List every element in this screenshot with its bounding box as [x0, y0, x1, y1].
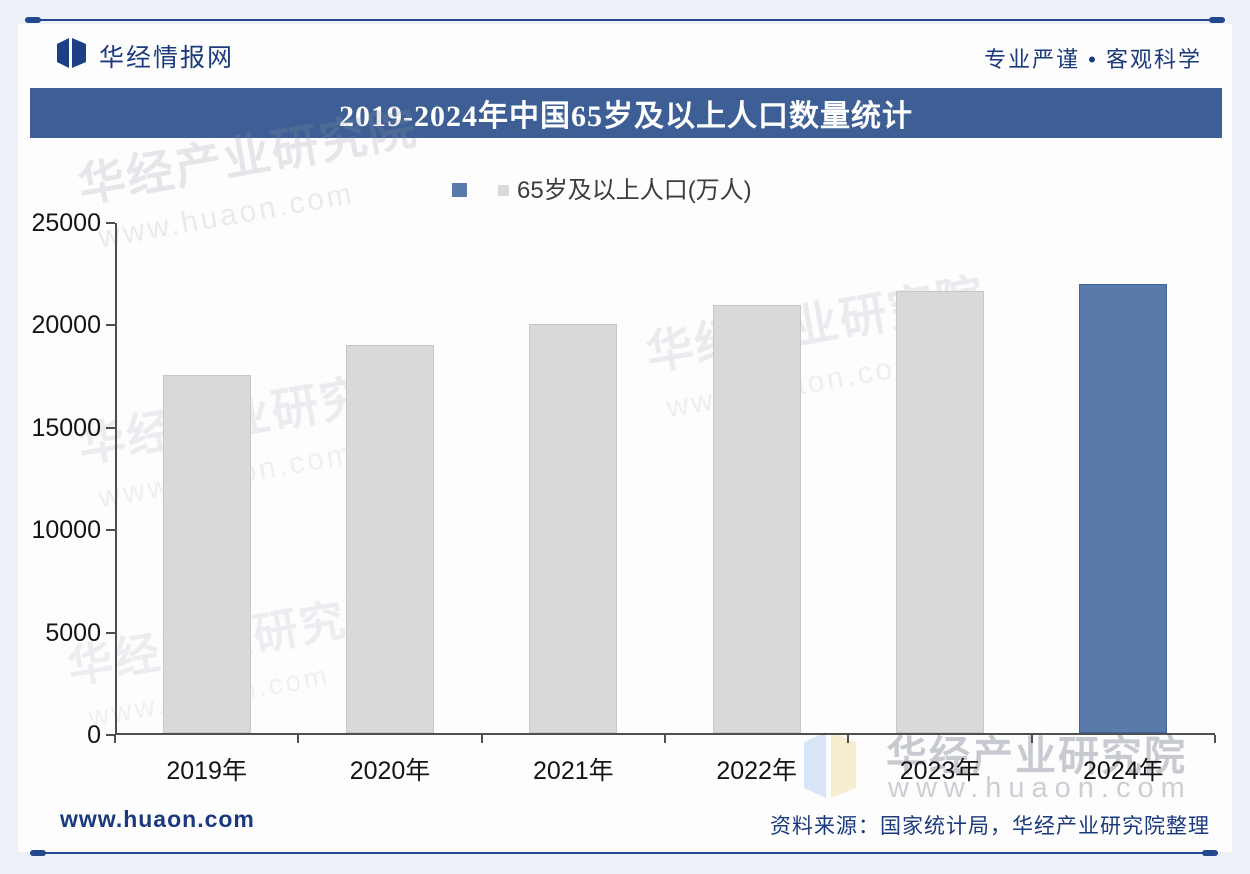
x-axis-label: 2020年: [349, 757, 431, 785]
y-axis-tick: [106, 734, 115, 736]
bottom-rule-left-cap: [30, 850, 46, 856]
legend-swatch-secondary: [498, 185, 509, 196]
x-axis-label: 2021年: [533, 757, 614, 785]
y-axis-label: 25000: [31, 209, 101, 237]
top-rule-right-cap: [1209, 17, 1225, 23]
x-axis-tick: [847, 735, 850, 743]
chart-title-bar: 2019-2024年中国65岁及以上人口数量统计: [30, 88, 1222, 138]
x-axis-tick: [1214, 735, 1216, 743]
x-axis-label: 2024年: [1083, 757, 1164, 785]
bottom-rule: [30, 852, 1218, 854]
legend-label: 65岁及以上人口(万人): [517, 177, 752, 204]
footer-data-source: 资料来源：国家统计局，华经产业研究院整理: [770, 815, 1210, 838]
header-tagline: 专业严谨 • 客观科学: [984, 47, 1202, 72]
x-axis-label: 2022年: [716, 757, 797, 785]
x-axis-tick: [664, 735, 666, 743]
y-axis: [115, 223, 117, 735]
chart-title: 2019-2024年中国65岁及以上人口数量统计: [339, 100, 913, 133]
bar-2019年: [162, 374, 251, 733]
x-axis-tick: [114, 735, 116, 743]
bar-2022年: [712, 305, 801, 733]
x-axis-label: 2019年: [166, 757, 247, 785]
y-axis-label: 10000: [31, 516, 101, 545]
bar-2023年: [896, 291, 984, 733]
bar-2024年: [1079, 283, 1168, 733]
bar-2020年: [346, 344, 434, 733]
legend-swatch-primary: [452, 182, 467, 197]
brand: 华经情报网: [55, 36, 234, 75]
x-axis-tick: [297, 735, 300, 743]
legend: 65岁及以上人口(万人): [452, 170, 752, 205]
x-axis-label: 2023年: [899, 757, 981, 785]
y-axis-label: 5000: [45, 618, 101, 647]
x-axis-tick: [480, 735, 483, 743]
y-axis-tick: [106, 529, 115, 532]
y-axis-label: 15000: [31, 413, 101, 442]
top-rule-left-cap: [25, 17, 41, 23]
y-axis-tick: [106, 222, 115, 224]
footer-site-url: www.huaon.com: [60, 806, 255, 832]
x-axis: [115, 733, 1215, 735]
bar-2021年: [529, 324, 618, 733]
y-axis-tick: [106, 631, 115, 634]
brand-name: 华经情报网: [99, 43, 235, 72]
brand-logo-icon: [55, 36, 89, 75]
top-rule: [25, 19, 1225, 21]
bar-chart: 0 5000 10000 15000 20000 25000 2019年 2020年 2021年…: [31, 209, 1216, 785]
bottom-rule-right-cap: [1202, 850, 1218, 856]
y-axis-label: 20000: [31, 311, 101, 340]
y-axis-tick: [106, 324, 115, 327]
y-axis-tick: [106, 426, 115, 429]
y-axis-label: 0: [87, 721, 101, 749]
huaon-logo-watermark-icon: [800, 728, 860, 809]
x-axis-tick: [1030, 735, 1033, 743]
